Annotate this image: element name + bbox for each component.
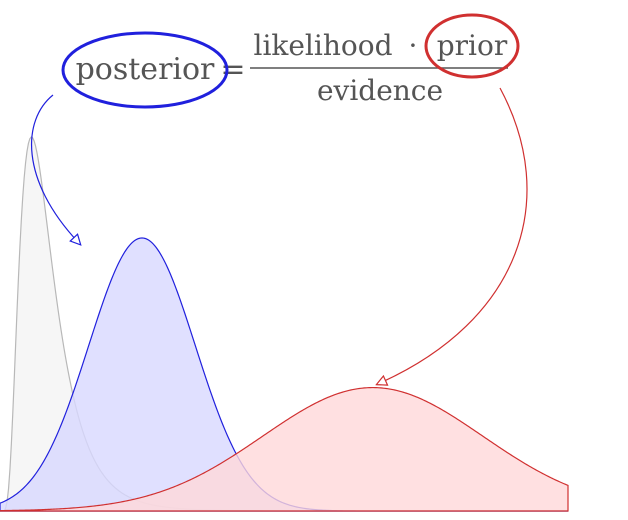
formula-numerator-right: prior — [437, 29, 508, 62]
prior-highlight-ellipse — [424, 13, 520, 79]
formula-dot: · — [409, 29, 418, 62]
posterior-highlight-ellipse — [61, 31, 229, 109]
formula-numerator-left: likelihood — [253, 29, 392, 62]
curves-group — [0, 136, 569, 512]
prior-curve — [0, 386, 569, 512]
bayes-formula: posterior = likelihood · prior evidence — [76, 29, 508, 107]
prior-arrow — [380, 87, 528, 383]
posterior-arrow — [30, 94, 78, 242]
formula-lhs: posterior — [76, 52, 215, 87]
formula-denominator: evidence — [317, 74, 443, 107]
